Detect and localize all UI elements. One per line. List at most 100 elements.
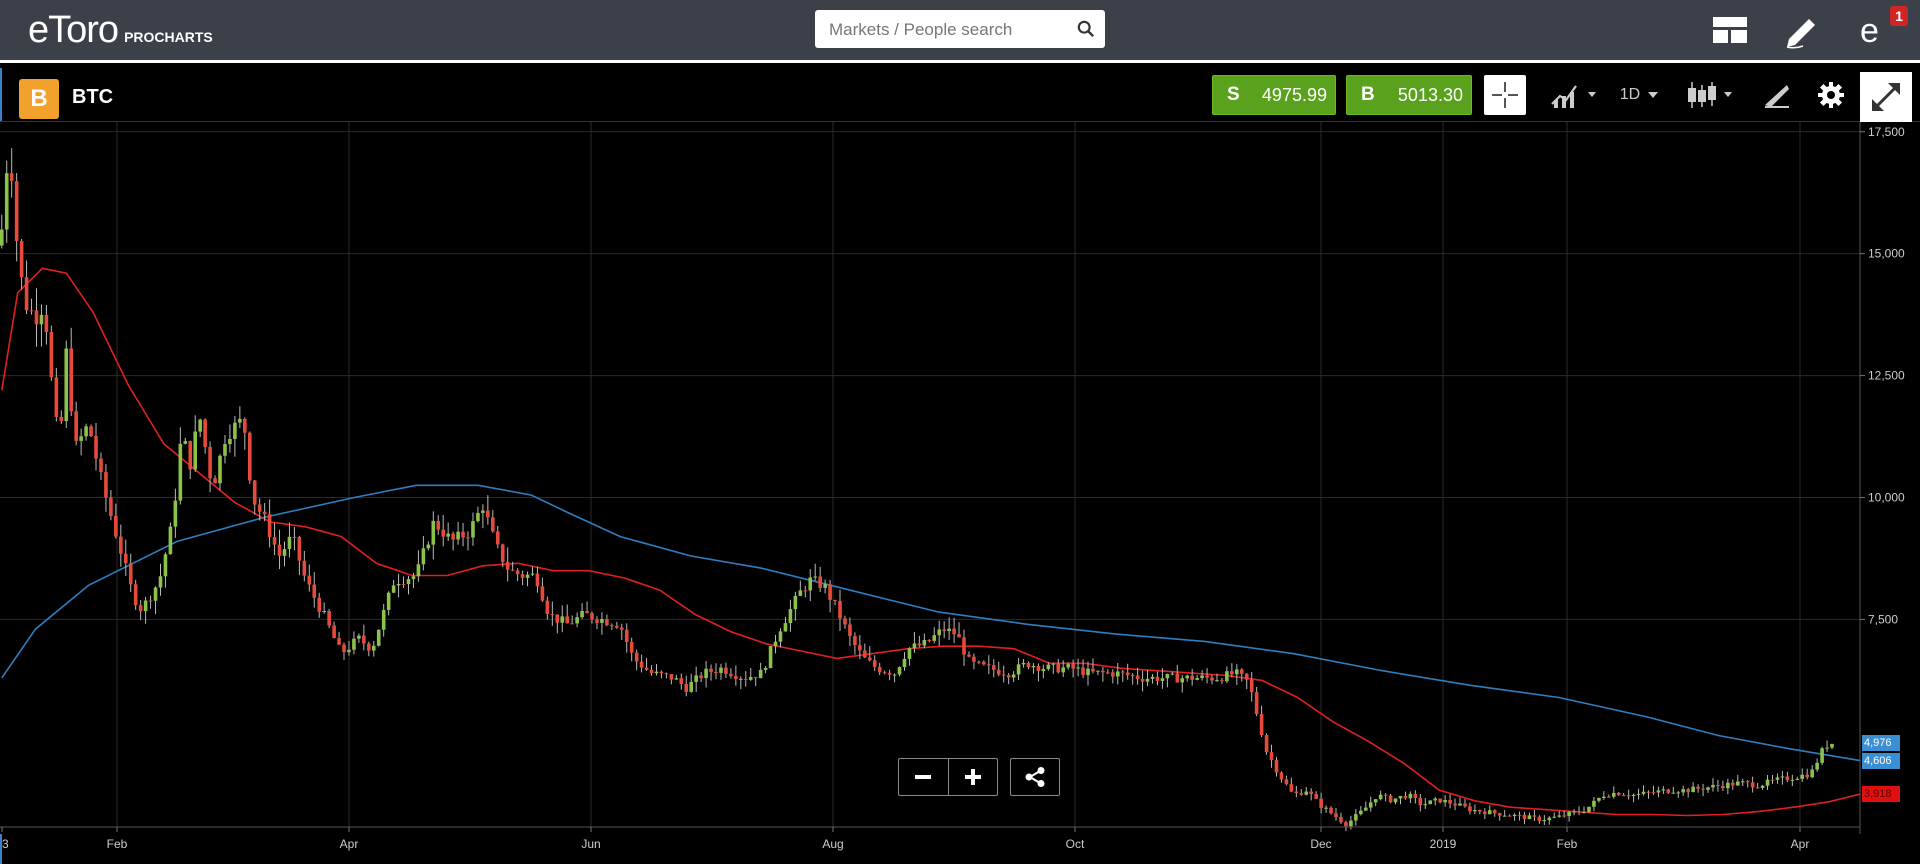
candle-body [1230,671,1234,675]
candle-body [1378,794,1383,800]
candle-body [1408,793,1413,799]
zoom-out-button[interactable] [899,759,948,795]
candle-body [1423,804,1428,806]
candle-body [1081,667,1085,676]
candle-body [540,586,545,601]
candle-body [863,650,867,658]
candle-body [44,314,49,332]
candle-body [352,638,356,650]
candle-body [1031,665,1036,668]
candle-body [9,173,14,182]
candle-body [927,639,932,641]
candle-body [1487,810,1492,815]
candle-body [1086,668,1090,676]
candle-body [1676,792,1681,794]
candle-body [1344,822,1348,827]
candle-body [679,678,684,684]
search-icon[interactable] [1077,20,1095,38]
candle-body [1349,820,1353,827]
candle-body [1492,810,1497,814]
candle-body [327,611,331,626]
candle-body [550,613,555,615]
candle-body [689,681,694,692]
candle-body [1765,779,1770,786]
candle-body [590,613,594,620]
candle-body [803,590,808,592]
zoom-controls [898,758,998,796]
candle-body [505,561,510,570]
plus-icon [964,769,981,785]
ruler-icon [1765,85,1789,108]
minus-icon [915,775,932,779]
brand[interactable]: eToro PROCHARTS [28,8,213,52]
settings-button[interactable] [1806,75,1856,115]
candle-body [624,629,629,643]
candle-body [1235,669,1239,675]
candle-body [1175,673,1180,683]
candle-body [977,661,981,663]
expand-icon [1872,83,1900,111]
candle-body [1026,662,1031,668]
candle-body [1735,781,1740,786]
candle-body [119,536,123,554]
candle-body [481,510,485,513]
candle-body [337,638,341,645]
candle-body [208,446,212,479]
indicators-button[interactable] [1546,75,1602,115]
candle-body [74,411,78,441]
timeframe-dropdown[interactable]: 1D [1612,75,1668,115]
sell-price: 4975.99 [1261,84,1327,105]
price-chart[interactable]: 17,500 15,000 12,500 10,000 7,500 3 Feb Apr Jun… [0,122,1920,864]
candle-body [491,517,495,532]
candle-body [1294,791,1299,794]
candle-body [213,478,217,484]
candle-body [962,637,966,655]
candle-body [307,575,312,585]
candle-body [243,418,247,433]
candle-body [704,668,708,679]
chart-type-dropdown[interactable] [1680,75,1740,115]
profile-button[interactable]: e 1 [1838,6,1910,52]
candle-body [0,229,4,246]
candle-body [1775,777,1780,780]
candle-body [1552,816,1557,818]
search-box[interactable] [815,10,1105,50]
buy-price: 5013.30 [1397,84,1463,105]
candle-body [1547,817,1552,821]
candle-body [1011,674,1016,678]
candle-body [203,419,207,447]
candle-body [1567,812,1571,817]
candle-body [1135,675,1140,679]
candle-body [69,348,74,412]
search-input[interactable] [827,10,1071,50]
ma-long-line [1,484,1861,762]
candle-body [1805,774,1810,778]
buy-button[interactable]: B 5013.30 [1346,75,1472,115]
share-icon [1025,767,1045,787]
crosshair-button[interactable] [1484,75,1526,115]
candle-body [287,536,292,550]
time-tick-label: 2019 [1430,837,1457,851]
candle-body [1721,786,1725,789]
candle-body [153,587,158,601]
candle-body [357,635,361,639]
buy-label: B [1361,84,1375,105]
candle-body [1433,798,1438,801]
candle-body [1607,796,1611,798]
sell-button[interactable]: S 4975.99 [1212,75,1336,115]
drawing-tools-button[interactable] [1752,75,1802,115]
profile-icon: e [1860,12,1879,48]
layout-button[interactable] [1694,8,1766,52]
candle-body [1289,784,1294,792]
share-button[interactable] [1010,758,1060,796]
candle-body [724,667,728,674]
zoom-in-button[interactable] [947,759,998,795]
time-axis: 3 Feb Apr Jun Aug Oct Dec 2019 Feb Apr [1,827,1809,851]
candle-body [471,521,475,538]
candle-body [158,576,163,588]
candle-body [972,656,976,662]
fullscreen-button[interactable] [1860,72,1912,122]
candle-body [1830,743,1834,748]
drawing-button[interactable] [1766,8,1838,52]
candle-body [1393,798,1398,803]
